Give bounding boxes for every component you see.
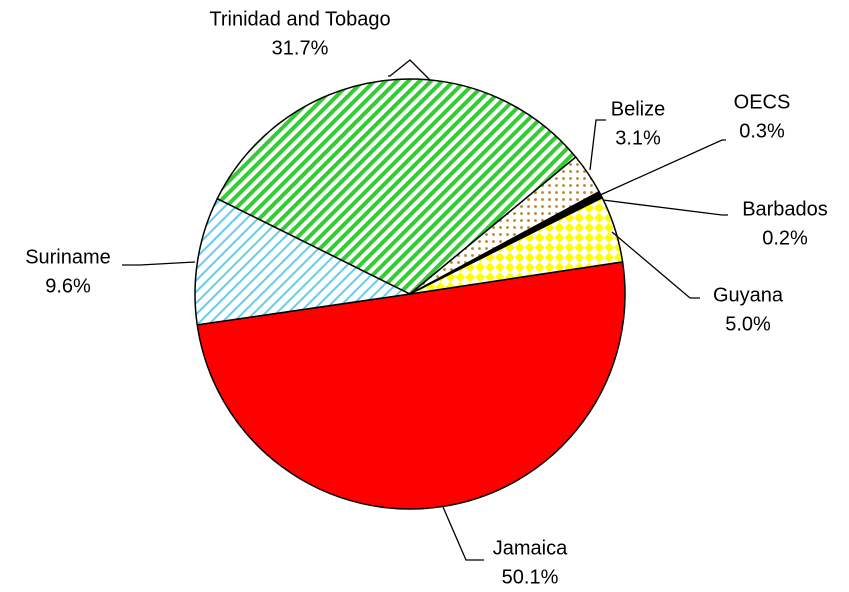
leader-line <box>611 231 700 299</box>
slice-label: OECS <box>734 91 791 113</box>
slice-label: Trinidad and Tobago <box>209 8 390 30</box>
leader-line <box>589 119 606 171</box>
leader-line <box>122 261 196 266</box>
leader-line <box>597 139 726 197</box>
slice-value-label: 50.1% <box>502 566 559 588</box>
slice-value-label: 0.2% <box>762 227 808 249</box>
slice-value-label: 9.6% <box>45 275 91 297</box>
slice-label: Suriname <box>25 246 111 268</box>
slice-value-label: 5.0% <box>725 313 771 335</box>
slice-label: Barbados <box>742 198 828 220</box>
pie-slice <box>216 78 577 295</box>
slice-value-label: 0.3% <box>739 120 785 142</box>
pie-slice <box>409 196 624 295</box>
slice-value-label: 3.1% <box>615 127 661 149</box>
slice-label: Belize <box>611 98 665 120</box>
leader-line <box>388 59 431 81</box>
leader-line <box>602 199 728 216</box>
slice-label: Guyana <box>713 284 784 306</box>
pie-slice <box>194 197 413 326</box>
slice-value-label: 31.7% <box>272 37 329 59</box>
leader-line <box>442 506 484 561</box>
slice-label: Jamaica <box>493 537 568 559</box>
pie-slice <box>196 260 626 510</box>
